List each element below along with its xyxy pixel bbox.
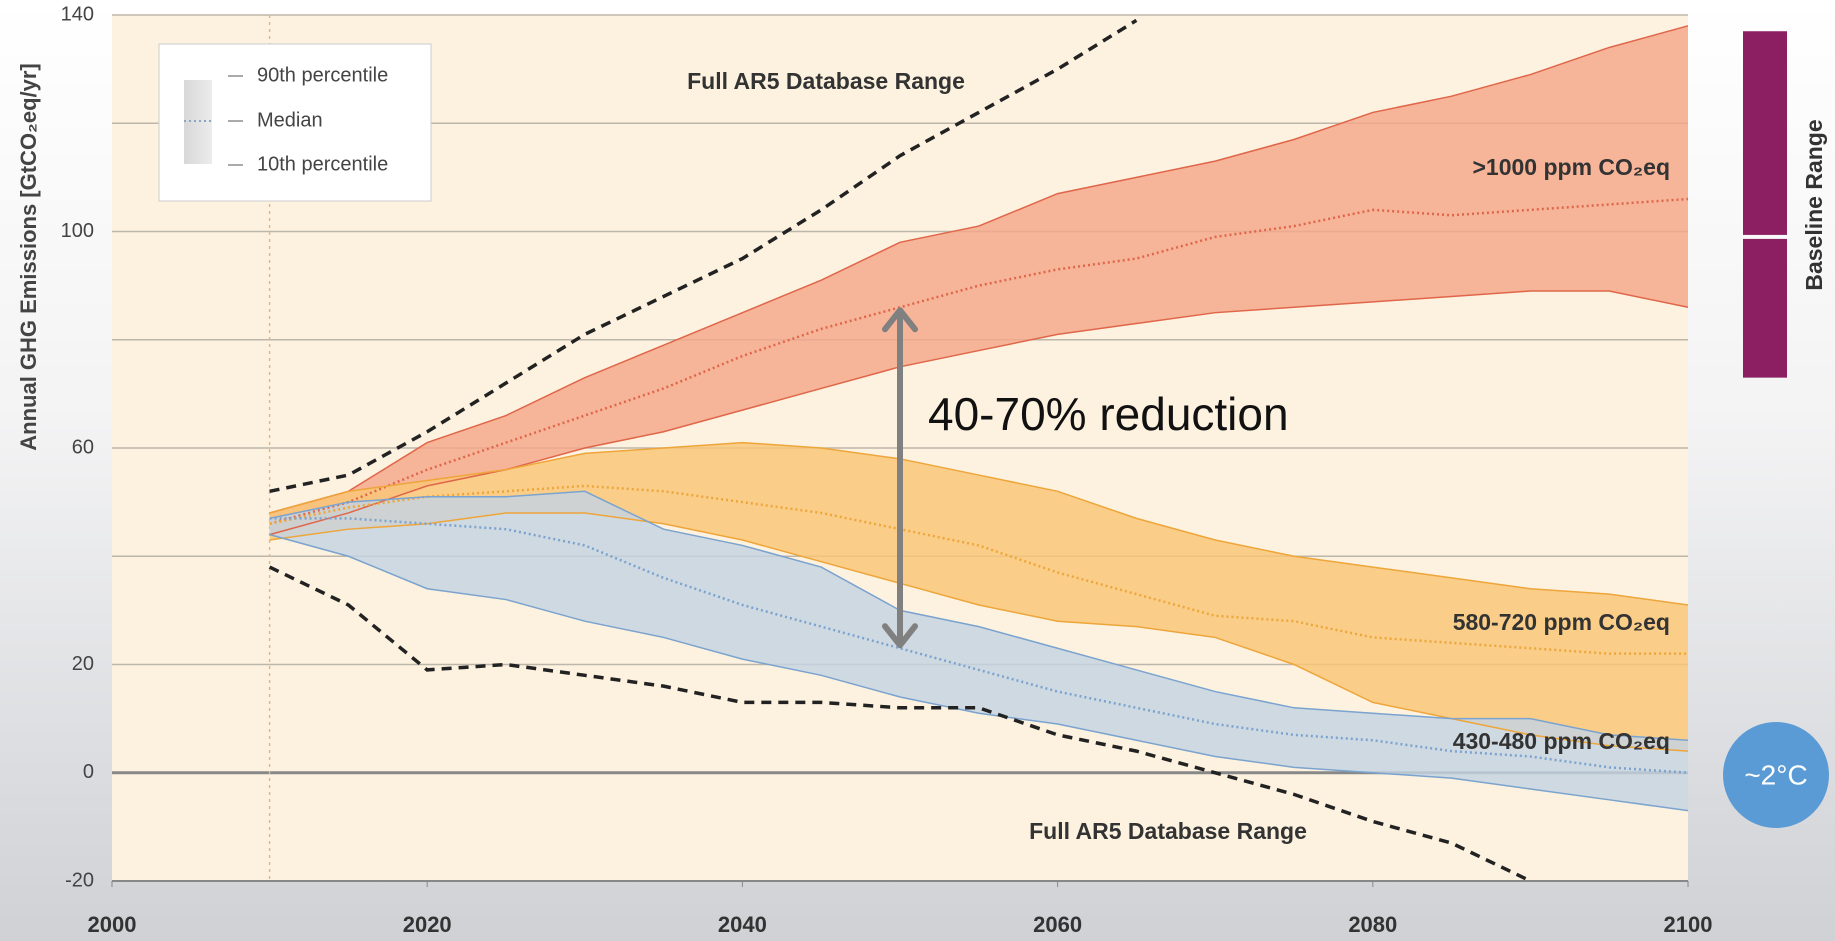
baseline-bar [1743,31,1787,235]
band-edge [269,533,1689,812]
baseline-bar [1743,238,1787,378]
y-axis-label: Annual GHG Emissions [GtCO₂eq/yr] [16,63,41,451]
y-tick-label: 140 [61,3,94,25]
legend: 90th percentile Median 10th percentile [158,43,432,202]
range-label: Full AR5 Database Range [687,68,965,94]
band-area [269,25,1689,535]
arrow-head [882,307,918,333]
band-area [269,442,1689,752]
legend-swatch [184,80,212,164]
badge-circle [1723,722,1829,828]
x-tick-label: 2060 [1033,912,1082,937]
y-tick-label: 0 [83,761,94,783]
series-label: 580-720 ppm CO₂eq [1453,609,1670,635]
badge-label: ~2°C [1744,759,1807,790]
band-edge [269,441,1689,606]
arrow-head [882,623,918,649]
y-tick-label: 20 [72,653,94,675]
x-tick-label: 2080 [1348,912,1397,937]
range-line [269,18,1138,494]
median-line [269,197,1689,525]
x-tick-label: 2020 [403,912,452,937]
band-area [269,491,1689,811]
series-label: 430-480 ppm CO₂eq [1453,728,1670,754]
median-line [269,484,1688,655]
x-tick-label: 2040 [718,912,767,937]
range-line [268,565,1532,883]
x-tick-label: 2100 [1664,912,1713,937]
y-tick-label: -20 [65,869,94,891]
legend-label: 90th percentile [257,64,388,86]
range-label: Full AR5 Database Range [1029,818,1307,844]
x-tick-label: 2000 [88,912,137,937]
legend-label: 10th percentile [257,153,388,175]
band-edge [269,25,1689,514]
legend-label: Median [257,109,323,131]
annotation: 40-70% reduction [928,388,1289,440]
y-tick-label: 100 [61,220,94,242]
median-line [269,517,1689,774]
y-tick-label: 60 [72,436,94,458]
baseline-label: Baseline Range [1801,119,1827,290]
band-edge [269,490,1689,742]
series-label: >1000 ppm CO₂eq [1473,154,1671,180]
